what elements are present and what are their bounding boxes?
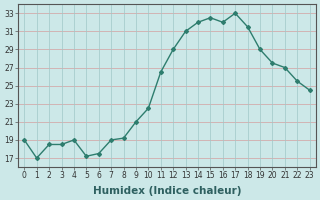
X-axis label: Humidex (Indice chaleur): Humidex (Indice chaleur) — [93, 186, 241, 196]
